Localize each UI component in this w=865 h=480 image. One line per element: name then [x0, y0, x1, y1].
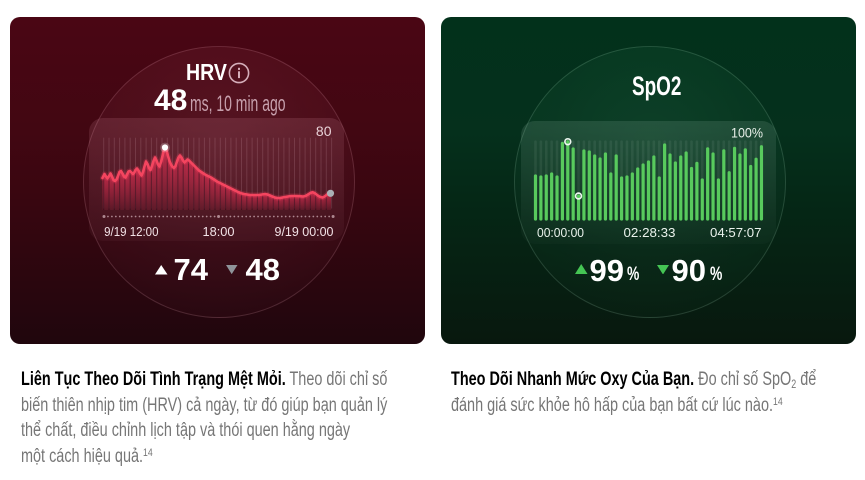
- svg-text:9/19 00:00: 9/19 00:00: [274, 224, 333, 239]
- svg-text:80: 80: [315, 123, 331, 139]
- svg-text:00:00:00: 00:00:00: [537, 225, 584, 240]
- svg-text:18:00: 18:00: [202, 224, 234, 239]
- svg-text:02:28:33: 02:28:33: [623, 225, 675, 240]
- svg-text:100%: 100%: [731, 125, 763, 141]
- svg-text:9/19 12:00: 9/19 12:00: [104, 224, 158, 239]
- svg-text:04:57:07: 04:57:07: [710, 225, 762, 240]
